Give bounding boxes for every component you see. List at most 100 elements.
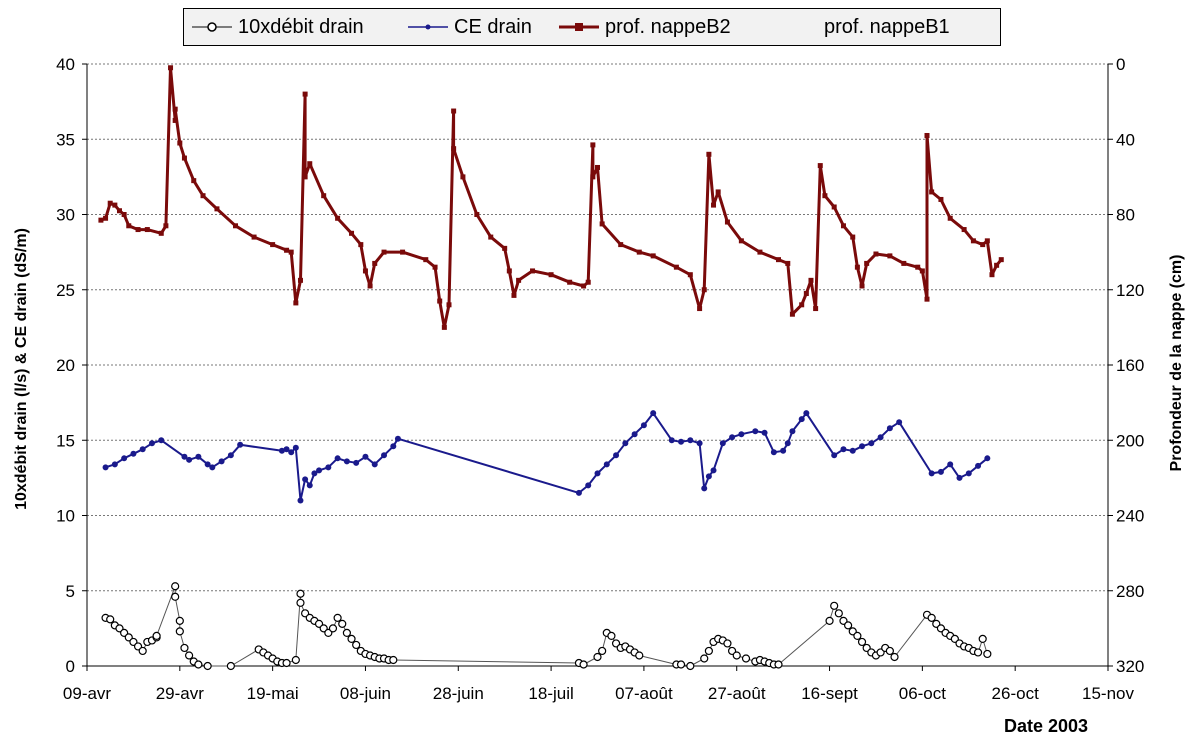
y-axis-left-title: 10xdébit drain (l/s) & CE drain (dS/m) — [13, 228, 30, 510]
data-point — [358, 242, 364, 248]
series-line — [105, 585, 988, 667]
data-point — [103, 215, 109, 221]
data-point — [389, 655, 398, 665]
data-point — [994, 262, 1000, 268]
x-tick-label: 15-nov — [1082, 684, 1134, 703]
data-point — [607, 631, 616, 641]
data-point — [307, 161, 313, 167]
data-point — [738, 238, 744, 244]
y-right-tick-label: 200 — [1116, 431, 1144, 450]
tick-labels: 0 5 10 15 20 25 30 35 40 320 280 240 200 160 120 80 40 0 0… — [56, 55, 1144, 703]
data-point — [770, 449, 777, 456]
data-point — [488, 234, 494, 240]
data-point — [195, 453, 202, 460]
data-point — [291, 655, 300, 665]
data-point — [676, 660, 686, 669]
data-point — [785, 260, 791, 266]
data-point — [947, 215, 953, 221]
data-point — [901, 260, 907, 266]
legend-label-nappeb1: prof. nappeB1 — [824, 15, 950, 38]
data-point — [803, 291, 809, 297]
x-tick-label: 06-oct — [899, 684, 947, 703]
data-point — [849, 447, 856, 454]
data-point — [371, 461, 378, 468]
data-point — [297, 277, 303, 283]
x-tick-label: 08-juin — [340, 684, 391, 703]
data-point — [296, 589, 305, 598]
data-point — [595, 164, 600, 170]
data-point — [102, 464, 109, 471]
y-right-tick-label: 0 — [1116, 55, 1125, 74]
data-point — [877, 434, 884, 441]
data-point — [915, 264, 921, 270]
data-point — [233, 223, 239, 229]
data-point — [116, 208, 122, 214]
data-point — [342, 628, 351, 637]
data-point — [203, 661, 212, 671]
legend-label-ce: CE drain — [454, 15, 532, 38]
data-point — [618, 242, 624, 248]
data-point — [989, 272, 995, 278]
data-point — [970, 238, 976, 244]
data-point — [831, 452, 838, 459]
data-point — [613, 452, 620, 459]
data-point — [705, 473, 712, 480]
data-point — [343, 458, 350, 465]
data-point — [186, 456, 193, 463]
data-point — [789, 311, 795, 317]
data-point — [650, 410, 657, 417]
y-left-tick-label: 25 — [56, 281, 75, 300]
data-point — [761, 429, 768, 436]
data-point — [581, 283, 587, 289]
gridlines — [87, 63, 1108, 592]
data-point — [956, 474, 963, 481]
data-point — [530, 268, 536, 274]
data-point — [175, 627, 184, 636]
data-point — [706, 151, 712, 157]
y-left-tick-label: 5 — [66, 582, 75, 601]
data-point — [817, 163, 823, 169]
y-left-tick-label: 35 — [56, 130, 75, 149]
series-line — [100, 66, 1003, 329]
data-point — [857, 637, 867, 647]
data-point — [723, 639, 732, 648]
data-point — [928, 470, 935, 477]
data-point — [288, 449, 295, 456]
data-point — [446, 302, 452, 308]
data-point — [673, 264, 679, 270]
data-point — [603, 461, 610, 468]
data-point — [585, 482, 592, 489]
data-point — [929, 189, 935, 195]
data-point — [885, 646, 894, 656]
data-point — [296, 598, 305, 607]
data-point — [372, 260, 378, 266]
data-point — [590, 142, 596, 148]
data-point — [947, 461, 954, 468]
data-point — [106, 615, 115, 624]
data-point — [774, 660, 783, 669]
legend-item-nappeb2: prof. nappeB2 — [557, 9, 731, 45]
legend-item-nappeb1: prof. nappeB1 — [824, 9, 950, 45]
data-point — [850, 234, 856, 240]
data-point — [622, 440, 629, 447]
data-point — [813, 306, 819, 312]
data-point — [171, 582, 180, 591]
data-point — [741, 654, 751, 663]
data-point — [237, 441, 244, 448]
data-point — [775, 257, 781, 263]
y-right-tick-label: 160 — [1116, 356, 1144, 375]
data-point — [194, 660, 203, 669]
y-right-tick-label: 240 — [1116, 507, 1144, 526]
data-point — [844, 621, 853, 630]
data-point — [177, 140, 183, 146]
data-point — [831, 204, 837, 210]
data-point — [780, 447, 787, 454]
data-point — [139, 446, 146, 453]
data-point — [175, 616, 184, 625]
data-point — [784, 440, 791, 447]
data-point — [980, 242, 986, 248]
data-point — [325, 464, 332, 471]
data-point — [830, 601, 839, 610]
data-point — [873, 251, 879, 257]
